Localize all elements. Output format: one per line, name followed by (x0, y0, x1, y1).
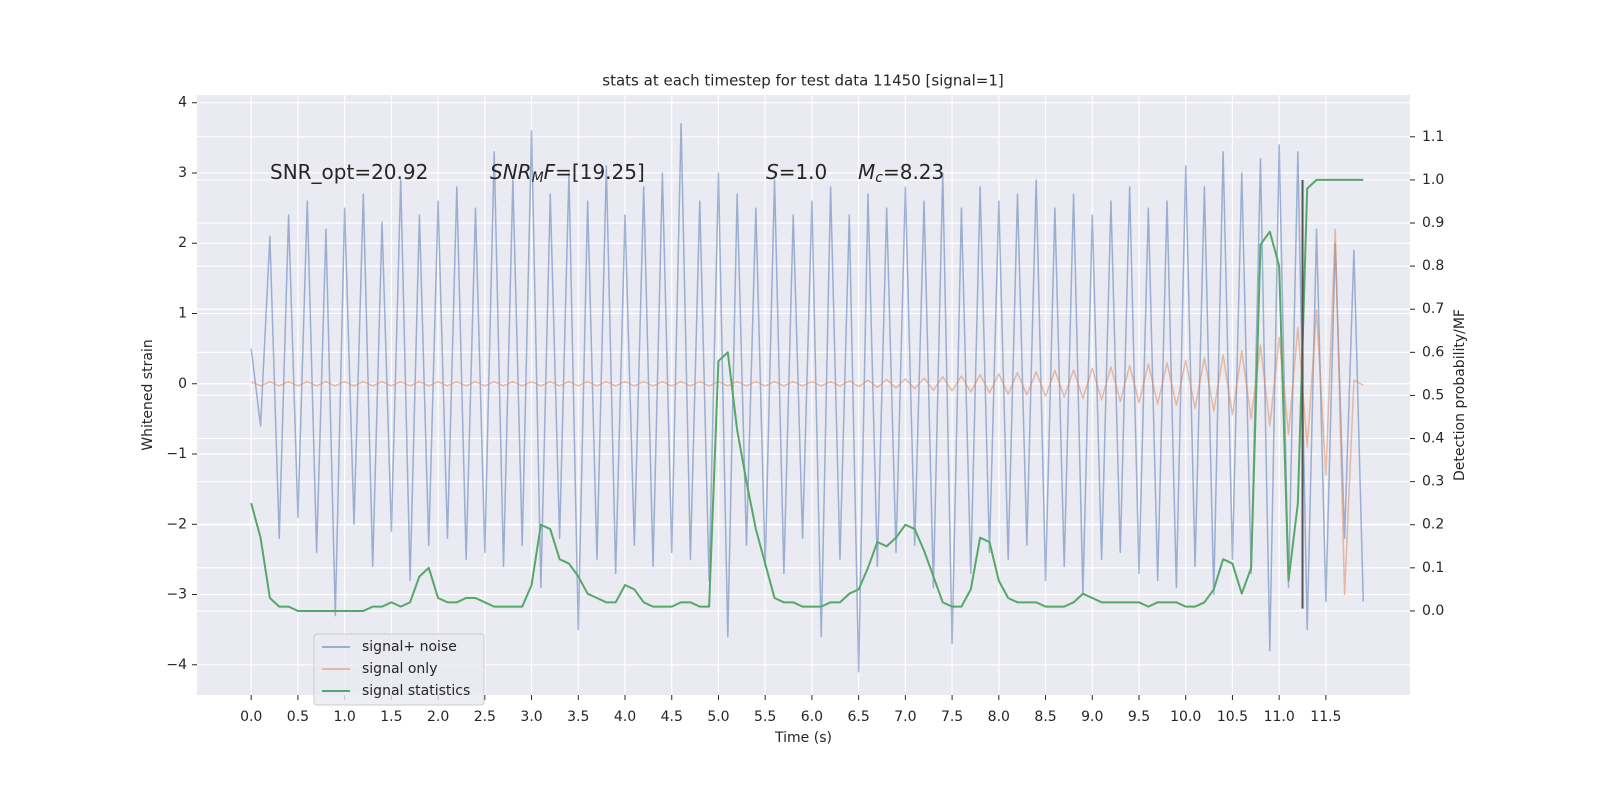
x-tick-label: 2.5 (474, 709, 496, 725)
annotation: Mc=8.23 (858, 160, 944, 187)
y-tick-label: 0 (178, 376, 187, 392)
y2-tick-label: 0.7 (1422, 301, 1444, 317)
x-tick-label: 8.5 (1034, 709, 1056, 725)
y2-tick-label: 0.9 (1422, 215, 1444, 231)
x-tick-label: 6.5 (848, 709, 870, 725)
y2-axis-label: Detection probability/MF (1452, 309, 1468, 481)
y-tick-label: −2 (166, 516, 187, 532)
y-tick-label: 4 (178, 95, 187, 111)
x-tick-label: 0.0 (240, 709, 262, 725)
series-line (250, 123, 1365, 673)
y-tick-label: −4 (166, 657, 187, 673)
x-axis-label: Time (s) (774, 730, 832, 746)
series-line (250, 228, 1364, 596)
y2-tick-label: 0.1 (1422, 560, 1444, 576)
legend-label: signal statistics (362, 683, 470, 699)
x-tick-label: 1.0 (334, 709, 356, 725)
x-tick-label: 11.0 (1264, 709, 1295, 725)
annotation-part: S (766, 160, 779, 184)
annotation-part: SNR_opt=20.92 (270, 160, 428, 184)
y-tick-label: 1 (178, 306, 187, 322)
annotation-part: SNR (490, 160, 532, 184)
x-tick-label: 11.5 (1310, 709, 1341, 725)
x-tick-label: 9.0 (1081, 709, 1103, 725)
y2-tick-label: 0.2 (1422, 517, 1444, 533)
legend-label: signal+ noise (362, 639, 457, 655)
y2-tick-label: 0.8 (1422, 258, 1444, 274)
y2-tick-label: 1.1 (1422, 129, 1444, 145)
x-tick-label: 0.5 (287, 709, 309, 725)
y-axis-label: Whitened strain (140, 339, 156, 450)
x-tick-label: 9.5 (1128, 709, 1150, 725)
annotation: SNR_opt=20.92 (270, 160, 428, 184)
annotation: SNRMF=[19.25] (490, 160, 645, 187)
annotation-part: =1.0 (779, 160, 828, 184)
annotation-part: F (544, 160, 556, 184)
x-tick-label: 1.5 (380, 709, 402, 725)
annotation-part: M (858, 160, 875, 184)
x-tick-label: 6.0 (801, 709, 823, 725)
y-tick-label: 3 (178, 165, 187, 181)
annotation: S=1.0 (766, 160, 827, 184)
x-tick-label: 7.0 (894, 709, 916, 725)
y-tick-label: 2 (178, 235, 187, 251)
x-tick-label: 5.0 (707, 709, 729, 725)
y2-tick-label: 0.3 (1422, 474, 1444, 490)
chart-title: stats at each timestep for test data 114… (602, 72, 1003, 90)
x-tick-label: 10.5 (1217, 709, 1248, 725)
x-tick-label: 10.0 (1170, 709, 1201, 725)
x-tick-label: 2.0 (427, 709, 449, 725)
y-tick-label: −1 (166, 446, 187, 462)
legend-box (313, 633, 485, 706)
y2-tick-label: 0.4 (1422, 431, 1444, 447)
y2-tick-label: 0.6 (1422, 344, 1444, 360)
annotation-part: c (875, 170, 883, 186)
annotation-part: =8.23 (883, 160, 944, 184)
y-tick-label: −3 (166, 587, 187, 603)
x-tick-label: 5.5 (754, 709, 776, 725)
legend-label: signal only (362, 661, 437, 677)
x-tick-label: 7.5 (941, 709, 963, 725)
y2-tick-label: 1.0 (1422, 172, 1444, 188)
y2-tick-label: 0.0 (1422, 603, 1444, 619)
y2-tick-label: 0.5 (1422, 387, 1444, 403)
x-tick-label: 4.0 (614, 709, 636, 725)
x-tick-label: 4.5 (661, 709, 683, 725)
annotation-part: M (532, 170, 544, 186)
x-tick-label: 3.5 (567, 709, 589, 725)
x-tick-label: 8.0 (988, 709, 1010, 725)
annotation-part: =[19.25] (555, 160, 645, 184)
x-tick-label: 3.0 (520, 709, 542, 725)
series-line (250, 178, 1364, 612)
